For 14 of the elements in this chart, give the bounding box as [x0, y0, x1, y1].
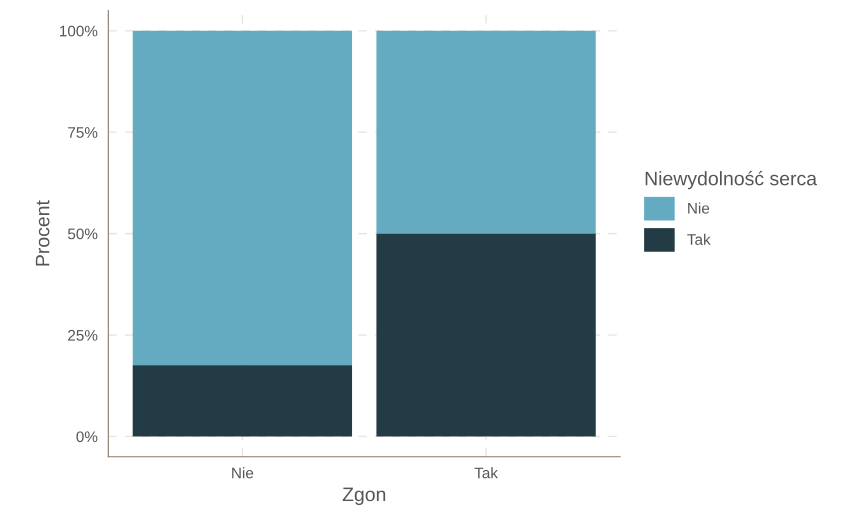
- bar: [132, 30, 352, 366]
- bar: [376, 30, 596, 234]
- y-tick-label: 50%: [68, 228, 98, 240]
- legend-title: Niewydolność serca: [646, 170, 818, 190]
- bar: [376, 234, 596, 436]
- y-axis-title: Procent: [36, 200, 50, 266]
- legend-label: Nie: [688, 202, 710, 214]
- x-axis-title: Zgon: [342, 488, 386, 506]
- y-tick-label: 75%: [68, 127, 98, 138]
- y-tick-label: 0%: [76, 431, 98, 442]
- legend-label: Tak: [687, 234, 711, 245]
- bar: [132, 365, 352, 436]
- y-tick-label: 25%: [68, 330, 98, 341]
- y-tick-label: 100%: [60, 26, 98, 36]
